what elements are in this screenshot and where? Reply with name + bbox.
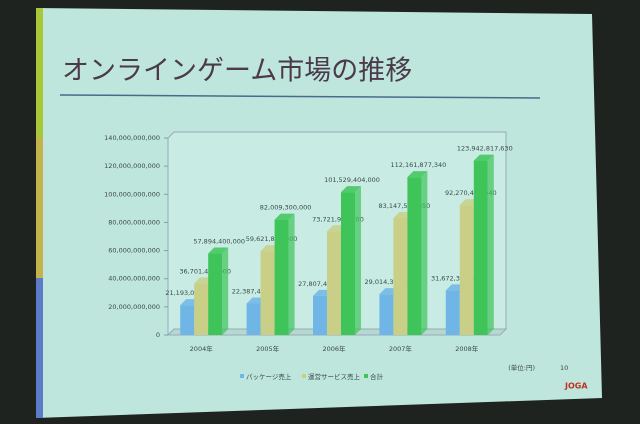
logo: JOGA xyxy=(564,382,588,391)
value-label: 123,942,817,630 xyxy=(457,145,513,153)
bar-top xyxy=(274,213,295,220)
bar xyxy=(327,231,341,335)
value-label: 73,721,989,000 xyxy=(312,215,364,223)
y-tick-label: 60,000,000,000 xyxy=(108,247,160,255)
y-tick-label: 120,000,000,000 xyxy=(104,162,160,170)
value-label: 22,387,450,000 xyxy=(232,287,284,295)
bar-side xyxy=(355,186,361,335)
stripe xyxy=(36,138,43,278)
value-label: 92,270,436,940 xyxy=(445,189,497,197)
bar-top xyxy=(208,247,229,254)
value-label: 21,193,000,000 xyxy=(165,289,217,297)
value-label: 57,894,400,000 xyxy=(193,238,245,246)
legend-label: 運営サービス売上 xyxy=(308,372,361,381)
title-rule xyxy=(59,94,541,99)
value-label: 27,807,415,000 xyxy=(298,280,350,288)
x-tick-label: 2007年 xyxy=(389,344,413,353)
bar xyxy=(393,217,408,335)
bar-side xyxy=(222,247,229,335)
legend-swatch xyxy=(302,374,306,378)
bar xyxy=(379,294,394,335)
unit-note: (単位:円) xyxy=(508,363,535,372)
legend-swatch xyxy=(364,374,368,378)
value-label: 59,621,850,000 xyxy=(246,235,298,243)
y-tick-label: 40,000,000,000 xyxy=(108,275,160,283)
bar xyxy=(407,177,422,335)
bar xyxy=(246,303,261,335)
bar-side xyxy=(421,171,428,335)
bar xyxy=(341,192,355,335)
x-tick-label: 2004年 xyxy=(190,344,214,353)
y-tick-label: 0 xyxy=(156,331,160,339)
chart-title: オンラインゲーム市場の推移 xyxy=(62,56,412,87)
page-number: 10 xyxy=(560,364,568,372)
legend-label: 合計 xyxy=(370,372,384,381)
value-label: 36,701,400,000 xyxy=(179,267,231,275)
bar-top xyxy=(407,171,428,178)
y-tick-label: 80,000,000,000 xyxy=(108,218,160,226)
stripe xyxy=(36,8,43,138)
y-tick-label: 140,000,000,000 xyxy=(104,134,160,142)
bar-top xyxy=(341,186,361,193)
bar xyxy=(445,290,460,335)
bar xyxy=(274,219,289,335)
x-tick-label: 2005年 xyxy=(256,344,280,353)
bar-top xyxy=(473,154,494,161)
value-label: 82,009,300,000 xyxy=(260,204,312,212)
bar xyxy=(473,160,488,335)
bar xyxy=(194,283,209,335)
bar xyxy=(180,305,195,335)
value-label: 112,161,877,340 xyxy=(390,161,446,169)
stripe xyxy=(36,278,43,418)
value-label: 101,529,404,000 xyxy=(324,176,380,184)
bar xyxy=(208,253,223,335)
y-tick-label: 20,000,000,000 xyxy=(108,303,160,311)
bar-side xyxy=(288,213,295,335)
value-label: 29,014,342,290 xyxy=(365,278,417,286)
legend-label: パッケージ売上 xyxy=(246,372,292,381)
bar-side xyxy=(487,154,494,335)
y-tick-label: 100,000,000,000 xyxy=(104,190,160,198)
bar xyxy=(260,251,275,335)
bar xyxy=(459,205,474,335)
value-label: 31,672,380,690 xyxy=(431,274,483,282)
bar xyxy=(313,295,327,335)
legend-swatch xyxy=(240,374,244,378)
x-tick-label: 2008年 xyxy=(455,344,479,353)
x-tick-label: 2006年 xyxy=(322,344,346,353)
value-label: 83,147,535,050 xyxy=(379,202,431,210)
